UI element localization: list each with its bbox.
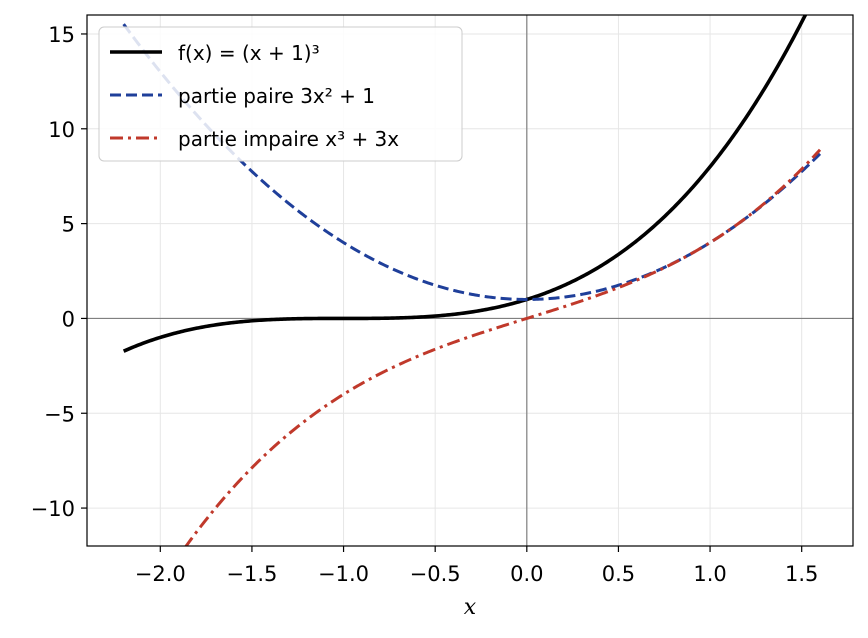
x-tick-label-5: 0.5 xyxy=(602,562,635,586)
x-tick-label-0: −2.0 xyxy=(135,562,186,586)
reference-lines xyxy=(87,15,853,546)
series-line-2 xyxy=(184,148,822,546)
x-ticks: −2.0 −1.5 −1.0 −0.5 0.0 0.5 1.0 1.5 xyxy=(135,546,818,586)
y-tick-label-3: 5 xyxy=(62,213,75,237)
x-tick-label-6: 1.0 xyxy=(693,562,726,586)
plot-frame xyxy=(86,14,854,547)
legend-label-odd: partie impaire x³ + 3x xyxy=(178,127,399,151)
x-tick-label-1: −1.5 xyxy=(226,562,277,586)
legend-label-f: f(x) = (x + 1)³ xyxy=(178,41,320,65)
y-ticks: −10 −5 0 5 10 15 xyxy=(31,23,87,521)
series-line-0 xyxy=(122,15,808,353)
legend: f(x) = (x + 1)³ partie paire 3x² + 1 par… xyxy=(98,26,463,162)
x-tick-label-2: −1.0 xyxy=(318,562,369,586)
x-axis-title: x xyxy=(464,595,477,620)
y-tick-label-0: −10 xyxy=(31,497,75,521)
x-tick-label-4: 0.0 xyxy=(510,562,543,586)
y-tick-label-2: 0 xyxy=(62,307,75,331)
legend-box xyxy=(98,26,463,162)
legend-label-even: partie paire 3x² + 1 xyxy=(178,84,375,108)
y-tick-label-4: 10 xyxy=(48,118,75,142)
x-tick-label-3: −0.5 xyxy=(410,562,461,586)
x-tick-label-7: 1.5 xyxy=(785,562,818,586)
y-tick-label-1: −5 xyxy=(44,402,75,426)
y-tick-label-5: 15 xyxy=(48,23,75,47)
